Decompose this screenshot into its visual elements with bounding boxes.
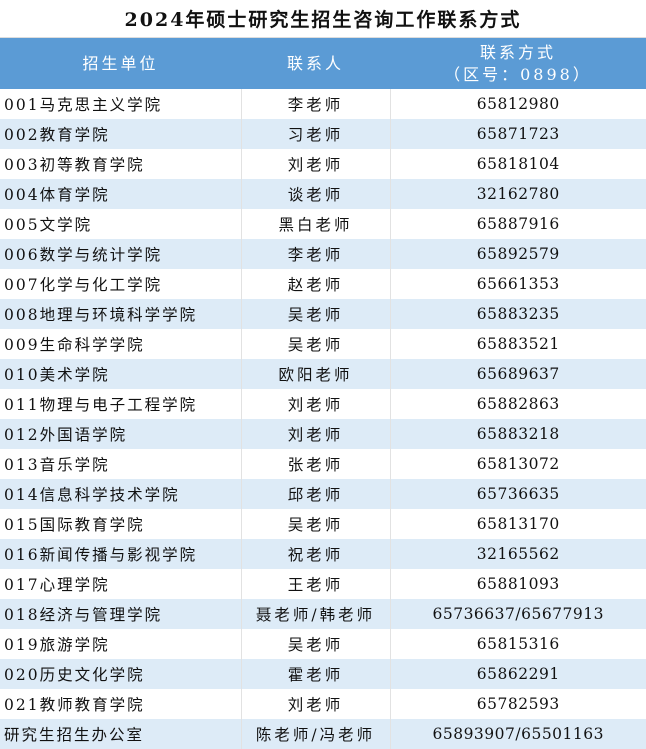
unit-cell: 017心理学院 [4,576,110,594]
contact-cell: 刘老师 [240,149,390,179]
table-row: 005文学院 黑白老师 65887916 [0,209,646,239]
contact-cell: 李老师 [240,239,390,269]
table-row: 018经济与管理学院 聂老师/韩老师 65736637/65677913 [0,599,646,629]
phone-cell: 65883521 [389,329,646,359]
table-row: 019旅游学院 吴老师 65815316 [0,629,646,659]
phone-cell: 65883218 [389,419,646,449]
phone-cell: 65812980 [389,89,646,119]
contact-cell: 王老师 [240,569,390,599]
header-phone: 联系方式 （区号：0898） [390,38,646,89]
page-title: 2024年硕士研究生招生咨询工作联系方式 [0,0,646,38]
header-phone-area-code: （区号：0898） [444,64,592,84]
unit-cell: 006数学与统计学院 [0,239,241,269]
contact-cell: 刘老师 [240,689,390,719]
contact-cell: 习老师 [240,119,390,149]
contact-cell: 刘老师 [240,389,390,419]
table-row: 021教师教育学院 刘老师 65782593 [0,689,646,719]
unit-cell: 001马克思主义学院 [4,96,163,114]
table-row: 017心理学院 王老师 65881093 [0,569,646,599]
phone-cell: 65893907/65501163 [389,719,646,749]
table-row: 016新闻传播与影视学院 祝老师 32165562 [0,539,646,569]
phone-cell: 65862291 [389,659,646,689]
unit-cell: 018经济与管理学院 [0,599,241,629]
table-row: 013音乐学院 张老师 65813072 [0,449,646,479]
unit-cell: 002教育学院 [0,119,241,149]
contact-cell: 聂老师/韩老师 [240,599,390,629]
contact-cell: 李老师 [240,89,390,119]
phone-cell: 65871723 [389,119,646,149]
table-row: 011物理与电子工程学院 刘老师 65882863 [0,389,646,419]
unit-cell: 007化学与化工学院 [4,276,163,294]
table-header-row: 招生单位 联系人 联系方式 （区号：0898） [0,38,646,89]
header-phone-title: 联系方式 [479,42,556,62]
contact-table: 招生单位 联系人 联系方式 （区号：0898） 001马克思主义学院 李老师 658… [0,38,646,749]
phone-cell: 65881093 [389,569,646,599]
phone-cell: 65813072 [389,449,646,479]
table-row: 020历史文化学院 霍老师 65862291 [0,659,646,689]
table-row: 001马克思主义学院 李老师 65812980 [0,89,646,119]
unit-cell: 005文学院 [4,216,93,234]
contact-cell: 吴老师 [240,329,390,359]
unit-cell: 021教师教育学院 [4,696,145,714]
unit-cell: 009生命科学学院 [4,336,145,354]
contact-cell: 吴老师 [240,299,390,329]
phone-cell: 32165562 [389,539,646,569]
phone-cell: 32162780 [389,179,646,209]
phone-cell: 65736635 [389,479,646,509]
phone-cell: 65736637/65677913 [389,599,646,629]
unit-cell: 004体育学院 [0,179,241,209]
table-row: 015国际教育学院 吴老师 65813170 [0,509,646,539]
contact-cell: 吴老师 [240,629,390,659]
phone-cell: 65882863 [389,389,646,419]
unit-cell: 020历史文化学院 [0,659,241,689]
unit-cell: 014信息科学技术学院 [0,479,241,509]
phone-cell: 65818104 [389,149,646,179]
table-row: 004体育学院 谈老师 32162780 [0,179,646,209]
table-row: 研究生招生办公室 陈老师/冯老师 65893907/65501163 [0,719,646,749]
table-row: 009生命科学学院 吴老师 65883521 [0,329,646,359]
table-row: 007化学与化工学院 赵老师 65661353 [0,269,646,299]
contact-cell: 霍老师 [240,659,390,689]
phone-cell: 65815316 [389,629,646,659]
phone-cell: 65661353 [389,269,646,299]
table-row: 006数学与统计学院 李老师 65892579 [0,239,646,269]
contact-cell: 赵老师 [240,269,390,299]
unit-cell: 010美术学院 [0,359,241,389]
phone-cell: 65883235 [389,299,646,329]
contact-cell: 黑白老师 [240,209,390,239]
table-row: 008地理与环境科学学院 吴老师 65883235 [0,299,646,329]
table-row: 002教育学院 习老师 65871723 [0,119,646,149]
unit-cell: 008地理与环境科学学院 [0,299,241,329]
contact-cell: 欧阳老师 [240,359,390,389]
unit-cell: 研究生招生办公室 [0,719,241,749]
unit-cell: 016新闻传播与影视学院 [0,539,241,569]
contact-cell: 陈老师/冯老师 [240,719,390,749]
contact-cell: 邱老师 [240,479,390,509]
unit-cell: 003初等教育学院 [4,156,145,174]
table-row: 014信息科学技术学院 邱老师 65736635 [0,479,646,509]
phone-cell: 65813170 [389,509,646,539]
header-contact: 联系人 [241,38,390,89]
contact-cell: 张老师 [240,449,390,479]
phone-cell: 65892579 [389,239,646,269]
contact-cell: 祝老师 [240,539,390,569]
unit-cell: 015国际教育学院 [4,516,145,534]
phone-cell: 65887916 [389,209,646,239]
table-row: 003初等教育学院 刘老师 65818104 [0,149,646,179]
table-row: 010美术学院 欧阳老师 65689637 [0,359,646,389]
header-unit: 招生单位 [0,38,241,89]
contact-cell: 谈老师 [240,179,390,209]
unit-cell: 011物理与电子工程学院 [4,396,198,414]
unit-cell: 013音乐学院 [4,456,110,474]
phone-cell: 65689637 [389,359,646,389]
phone-cell: 65782593 [389,689,646,719]
contact-cell: 吴老师 [240,509,390,539]
contact-cell: 刘老师 [240,419,390,449]
unit-cell: 019旅游学院 [4,636,110,654]
table-row: 012外国语学院 刘老师 65883218 [0,419,646,449]
unit-cell: 012外国语学院 [0,419,241,449]
